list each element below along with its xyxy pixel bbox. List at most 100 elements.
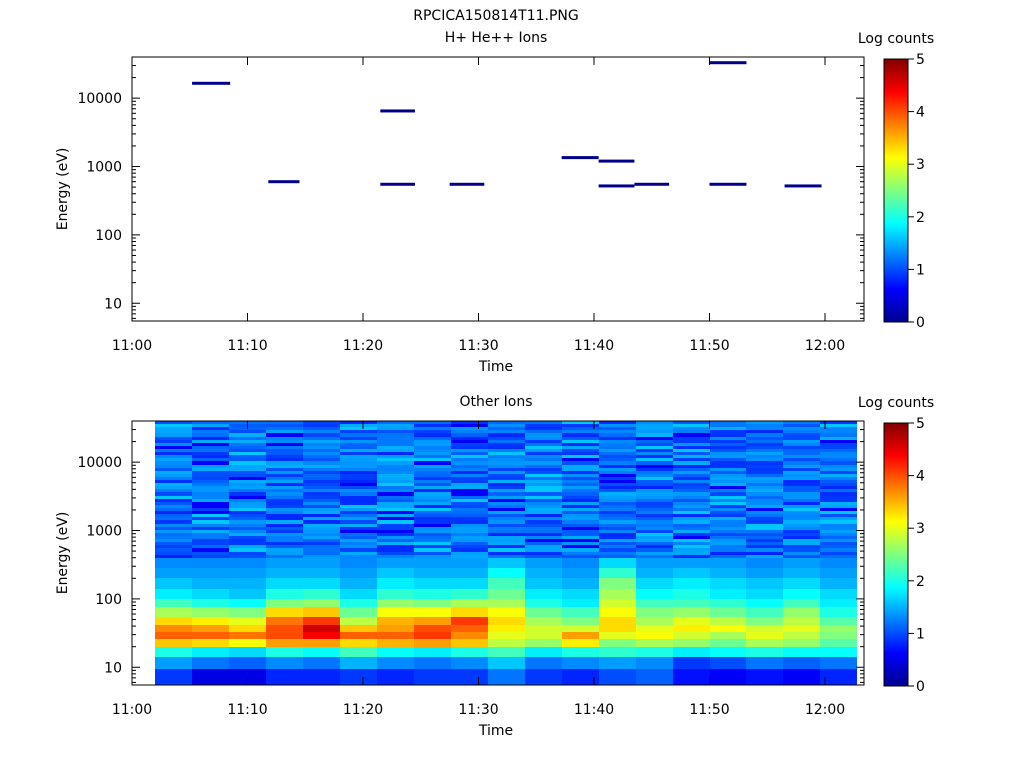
heatmap-cell <box>414 465 451 468</box>
heatmap-cell <box>710 474 746 477</box>
heatmap-cell <box>562 427 599 430</box>
heatmap-cell <box>820 647 857 657</box>
heatmap-cell <box>377 465 414 468</box>
heatmap-cell <box>155 607 192 617</box>
x-tick-label: 11:00 <box>112 338 152 354</box>
heatmap-cell <box>414 440 451 443</box>
heatmap-cell <box>266 514 303 517</box>
heatmap-cell <box>266 430 303 433</box>
heatmap-cell <box>820 486 857 489</box>
heatmap-cell <box>673 632 710 639</box>
heatmap-cell <box>192 647 229 657</box>
heatmap-cell <box>525 542 562 545</box>
heatmap-cell <box>229 511 266 514</box>
panel-2-colorbar: Log counts 0 1 2 3 4 5 <box>858 395 934 695</box>
heatmap-cell <box>155 539 192 542</box>
heatmap-cell <box>414 647 451 657</box>
heatmap-cell <box>746 480 783 483</box>
heatmap-cell <box>451 461 488 465</box>
heatmap-cell <box>820 625 857 632</box>
heatmap-cell <box>820 430 857 433</box>
heatmap-cell <box>783 461 820 465</box>
heatmap-cell <box>266 483 303 486</box>
heatmap-cell <box>155 421 192 424</box>
heatmap-cell <box>192 607 229 617</box>
heatmap-cell <box>451 455 488 458</box>
heatmap-cell <box>599 625 636 632</box>
heatmap-cell <box>525 499 562 502</box>
heatmap-cell <box>340 496 377 499</box>
heatmap-cell <box>340 647 377 657</box>
heatmap-cell <box>414 558 451 568</box>
heatmap-cell <box>229 617 266 625</box>
heatmap-cell <box>377 524 414 527</box>
heatmap-cell <box>599 496 636 499</box>
heatmap-cell <box>525 527 562 530</box>
heatmap-cell <box>820 424 857 427</box>
heatmap-cell <box>636 639 673 647</box>
panel-1-plot-area <box>192 61 822 188</box>
heatmap-cell <box>192 530 229 533</box>
heatmap-cell <box>710 433 746 437</box>
heatmap-cell <box>636 449 673 452</box>
heatmap-cell <box>636 486 673 489</box>
heatmap-cell <box>451 599 488 607</box>
heatmap-cell <box>783 465 820 468</box>
heatmap-cell <box>673 657 710 669</box>
heatmap-cell <box>266 471 303 474</box>
heatmap-cell <box>710 657 746 669</box>
heatmap-cell <box>746 524 783 527</box>
heatmap-cell <box>229 458 266 461</box>
heatmap-cell <box>303 533 340 536</box>
heatmap-cell <box>783 468 820 471</box>
heatmap-cell <box>451 589 488 599</box>
heatmap-cell <box>229 568 266 578</box>
heatmap-cell <box>710 555 746 558</box>
heatmap-cell <box>636 461 673 465</box>
heatmap-cell <box>599 443 636 446</box>
heatmap-cell <box>377 558 414 568</box>
heatmap-cell <box>229 505 266 508</box>
heatmap-cell <box>746 617 783 625</box>
heatmap-cell <box>155 465 192 468</box>
y-tick-label: 1000 <box>86 160 122 176</box>
heatmap-cell <box>266 542 303 545</box>
heatmap-cell <box>820 489 857 492</box>
heatmap-cell <box>266 589 303 599</box>
heatmap-cell <box>303 536 340 539</box>
heatmap-cell <box>229 657 266 669</box>
heatmap-cell <box>783 458 820 461</box>
heatmap-cell <box>155 492 192 496</box>
heatmap-cell <box>192 452 229 455</box>
heatmap-cell <box>746 625 783 632</box>
heatmap-cell <box>783 527 820 530</box>
heatmap-cell <box>155 427 192 430</box>
heatmap-cell <box>525 539 562 542</box>
heatmap-cell <box>820 657 857 669</box>
heatmap-cell <box>229 443 266 446</box>
heatmap-cell <box>303 421 340 424</box>
heatmap-cell <box>377 449 414 452</box>
heatmap-cell <box>636 465 673 468</box>
panel-2-title: Other Ions <box>459 394 532 410</box>
heatmap-cell <box>636 433 673 437</box>
heatmap-cell <box>673 625 710 632</box>
heatmap-cell <box>414 492 451 496</box>
heatmap-cell <box>155 505 192 508</box>
heatmap-cell <box>303 437 340 440</box>
heatmap-cell <box>192 555 229 558</box>
heatmap-cell <box>562 468 599 471</box>
heatmap-cell <box>673 508 710 511</box>
heatmap-cell <box>488 520 525 524</box>
energy-bin-segment <box>709 61 747 65</box>
heatmap-cell <box>783 552 820 555</box>
heatmap-cell <box>266 552 303 555</box>
panel-other-ions: Other Ions 11:00 11:10 11:20 11:30 11:40 11:5… <box>55 394 934 739</box>
heatmap-cell <box>377 421 414 424</box>
heatmap-cell <box>451 440 488 443</box>
heatmap-cell <box>451 568 488 578</box>
heatmap-cell <box>636 589 673 599</box>
heatmap-cell <box>340 492 377 496</box>
heatmap-cell <box>599 568 636 578</box>
heatmap-cell <box>599 517 636 520</box>
